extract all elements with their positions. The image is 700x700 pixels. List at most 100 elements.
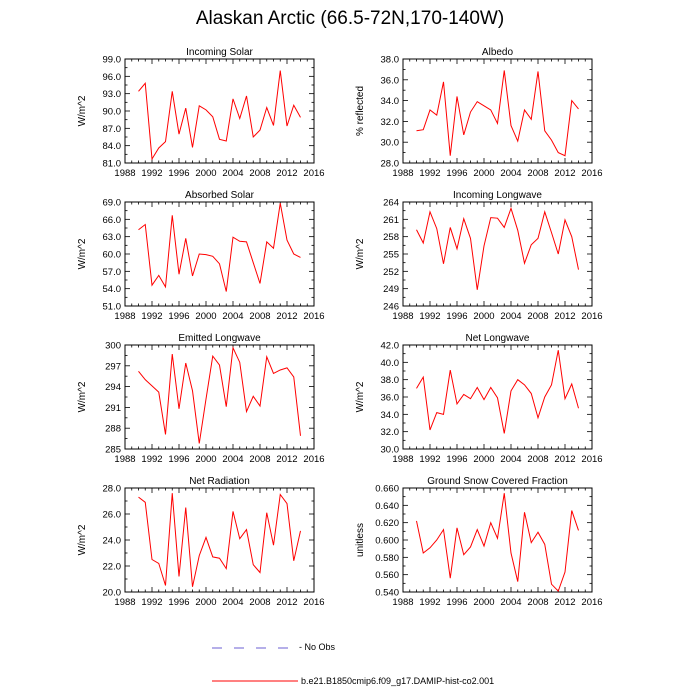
incoming-longwave-panel: Incoming Longwave W/m^2 1988 1992 1996 2000 20…	[355, 190, 603, 322]
emitted-longwave-ytick-label: 285	[105, 445, 121, 456]
legend-model-label: b.e21.B1850cmip6.f09_g17.DAMIP-hist-co2.…	[301, 676, 495, 686]
net-radiation-ytick-label: 26.0	[103, 510, 122, 521]
incoming-longwave-series-line	[416, 206, 579, 290]
emitted-longwave-xtick-label: 1992	[141, 454, 162, 465]
absorbed-solar-ytick-label: 69.0	[103, 198, 122, 209]
net-radiation-ytick-label: 24.0	[103, 536, 122, 547]
incoming-solar-xtick-label: 2000	[195, 168, 216, 179]
incoming-solar-xtick-label: 2012	[276, 168, 297, 179]
net-radiation-plot-frame	[124, 487, 315, 593]
net-longwave-ytick-label: 36.0	[381, 393, 400, 404]
albedo-xtick-label: 2004	[500, 168, 521, 179]
legend-obs-line	[212, 647, 298, 649]
absorbed-solar-xtick-label: 2012	[276, 311, 297, 322]
absorbed-solar-xtick-label: 2008	[249, 311, 270, 322]
net-longwave-xtick-label: 2016	[581, 454, 602, 465]
incoming-longwave-ytick-label: 264	[383, 198, 399, 209]
incoming-longwave-ytick-label: 261	[383, 215, 399, 226]
incoming-longwave-xtick-label: 2016	[581, 311, 602, 322]
incoming-longwave-ytick-label: 255	[383, 250, 399, 261]
net-radiation-ytick-label: 20.0	[103, 588, 122, 599]
net-longwave-xtick-label: 2008	[527, 454, 548, 465]
net-longwave-ytick-label: 38.0	[381, 375, 400, 386]
albedo-series-line	[416, 70, 579, 157]
emitted-longwave-ytick-label: 288	[105, 424, 121, 435]
figure-title: Alaskan Arctic (66.5-72N,170-140W)	[195, 8, 505, 29]
incoming-solar-ytick-label: 93.0	[103, 89, 122, 100]
ground-snow-covered-fraction-ytick-label: 0.560	[375, 570, 399, 581]
net-longwave-ytick-label: 34.0	[381, 410, 400, 421]
net-longwave-xtick-label: 1992	[419, 454, 440, 465]
net-radiation-xtick-label: 2004	[222, 597, 243, 608]
absorbed-solar-title: Absorbed Solar	[185, 190, 255, 201]
absorbed-solar-ylabel: W/m^2	[77, 238, 88, 269]
albedo-title: Albedo	[482, 47, 514, 58]
incoming-solar-ylabel: W/m^2	[77, 95, 88, 126]
incoming-solar-xtick-label: 1992	[141, 168, 162, 179]
incoming-solar-xtick-label: 2008	[249, 168, 270, 179]
net-longwave-ytick-label: 42.0	[381, 341, 400, 352]
net-longwave-xtick-label: 2012	[554, 454, 575, 465]
absorbed-solar-xtick-label: 2004	[222, 311, 243, 322]
net-radiation-title: Net Radiation	[189, 476, 250, 487]
net-longwave-xtick-label: 1996	[446, 454, 467, 465]
albedo-ytick-label: 28.0	[381, 159, 400, 170]
net-longwave-ytick-label: 30.0	[381, 445, 400, 456]
ground-snow-covered-fraction-xtick-label: 2004	[500, 597, 521, 608]
ground-snow-covered-fraction-xtick-label: 1992	[419, 597, 440, 608]
ground-snow-covered-fraction-xtick-label: 2000	[473, 597, 494, 608]
absorbed-solar-plot-frame	[124, 201, 315, 307]
albedo-xtick-label: 2016	[581, 168, 602, 179]
albedo-xtick-label: 1992	[419, 168, 440, 179]
ground-snow-covered-fraction-ytick-label: 0.620	[375, 518, 399, 529]
absorbed-solar-ytick-label: 66.0	[103, 215, 122, 226]
ground-snow-covered-fraction-title: Ground Snow Covered Fraction	[427, 476, 568, 487]
emitted-longwave-ytick-label: 291	[105, 403, 121, 414]
ground-snow-covered-fraction-xtick-label: 2012	[554, 597, 575, 608]
incoming-longwave-xtick-label: 2012	[554, 311, 575, 322]
albedo-xtick-label: 2008	[527, 168, 548, 179]
net-radiation-ytick-label: 22.0	[103, 562, 122, 573]
absorbed-solar-xtick-label: 1996	[168, 311, 189, 322]
incoming-solar-ytick-label: 90.0	[103, 107, 122, 118]
net-radiation-xtick-label: 2000	[195, 597, 216, 608]
absorbed-solar-series-line	[138, 203, 301, 292]
absorbed-solar-ytick-label: 63.0	[103, 232, 122, 243]
incoming-longwave-ytick-label: 246	[383, 302, 399, 313]
albedo-ytick-label: 36.0	[381, 75, 400, 86]
net-radiation-series-line	[138, 493, 301, 587]
absorbed-solar-xtick-label: 2000	[195, 311, 216, 322]
net-radiation-xtick-label: 1996	[168, 597, 189, 608]
emitted-longwave-xtick-label: 2004	[222, 454, 243, 465]
emitted-longwave-xtick-label: 2012	[276, 454, 297, 465]
net-longwave-ytick-label: 40.0	[381, 358, 400, 369]
incoming-longwave-ytick-label: 258	[383, 232, 399, 243]
net-longwave-xtick-label: 2004	[500, 454, 521, 465]
incoming-longwave-plot-frame	[402, 201, 593, 307]
net-radiation-xtick-label: 2016	[303, 597, 324, 608]
ground-snow-covered-fraction-xtick-label: 1988	[392, 597, 413, 608]
incoming-longwave-ytick-label: 252	[383, 267, 399, 278]
net-longwave-xtick-label: 2000	[473, 454, 494, 465]
absorbed-solar-ytick-label: 57.0	[103, 267, 122, 278]
incoming-longwave-ytick-label: 249	[383, 284, 399, 295]
ground-snow-covered-fraction-xtick-label: 2008	[527, 597, 548, 608]
net-radiation-xtick-label: 2008	[249, 597, 270, 608]
net-radiation-xtick-label: 2012	[276, 597, 297, 608]
emitted-longwave-xtick-label: 2000	[195, 454, 216, 465]
albedo-ytick-label: 38.0	[381, 55, 400, 66]
legend-model-line	[212, 680, 298, 682]
ground-snow-covered-fraction-series-line	[416, 493, 579, 593]
emitted-longwave-plot-frame	[124, 344, 315, 450]
net-longwave-ytick-label: 32.0	[381, 427, 400, 438]
incoming-solar-series-line	[138, 70, 301, 161]
absorbed-solar-ytick-label: 51.0	[103, 302, 122, 313]
ground-snow-covered-fraction-xtick-label: 2016	[581, 597, 602, 608]
ground-snow-covered-fraction-xtick-label: 1996	[446, 597, 467, 608]
incoming-longwave-xtick-label: 1992	[419, 311, 440, 322]
net-longwave-panel: Net Longwave W/m^2 1988 1992 1996 2000 2004 200…	[355, 333, 603, 465]
emitted-longwave-xtick-label: 1996	[168, 454, 189, 465]
emitted-longwave-xtick-label: 2008	[249, 454, 270, 465]
incoming-longwave-ylabel: W/m^2	[355, 238, 366, 269]
incoming-solar-ytick-label: 81.0	[103, 159, 122, 170]
